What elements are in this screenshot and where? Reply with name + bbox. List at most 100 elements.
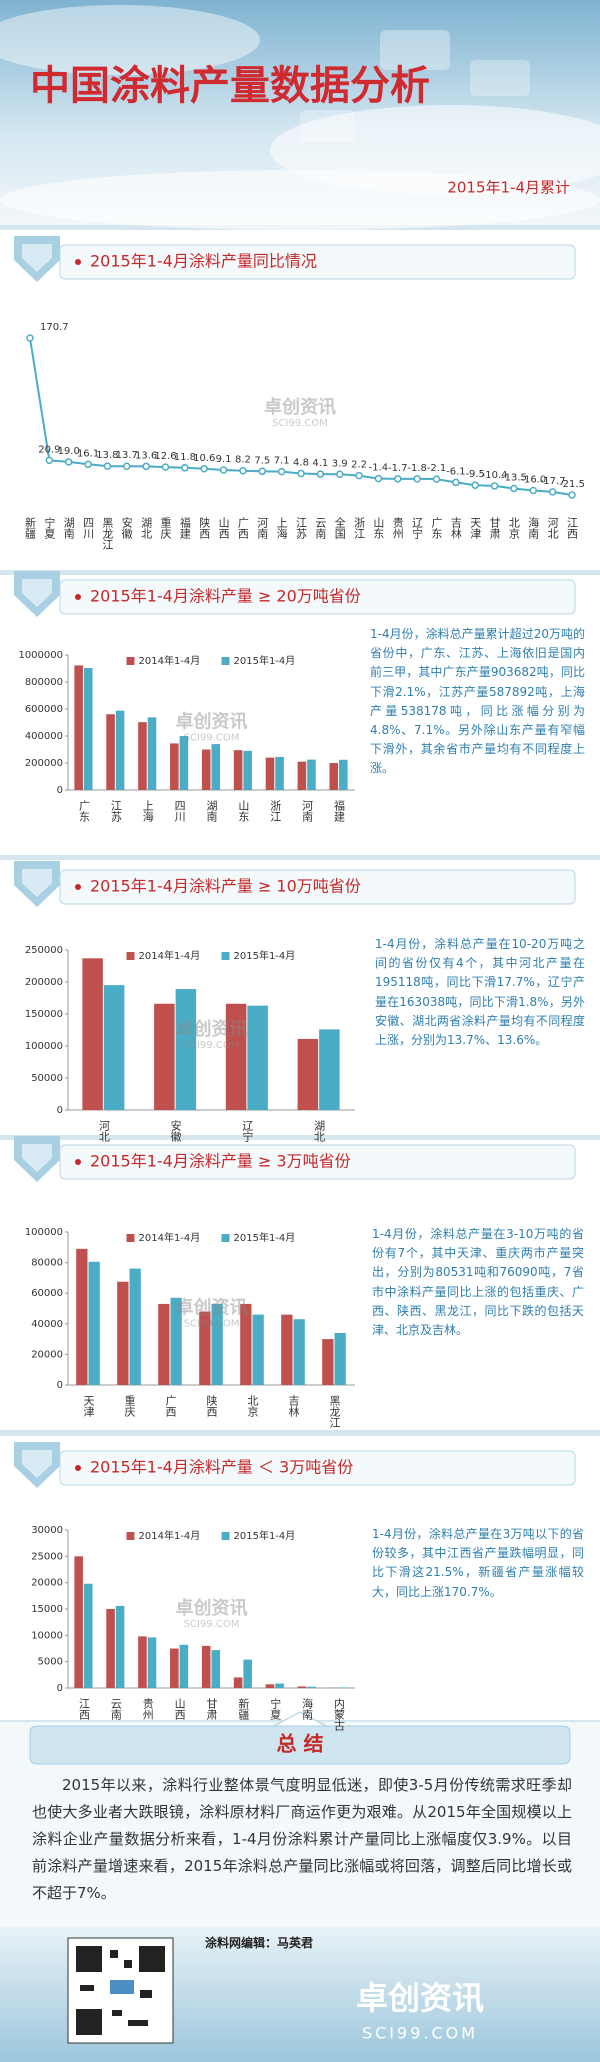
panel: [0, 230, 600, 570]
section-title: 2015年1-4月涂料产量 ≥ 20万吨省份: [90, 587, 361, 606]
x-tick-label: 海南: [301, 1697, 314, 1720]
bar: [281, 1314, 293, 1385]
y-tick-label: 20000: [31, 1349, 63, 1360]
bullet: [75, 1159, 81, 1165]
x-tick-label: 湖北: [140, 517, 153, 539]
bar: [339, 759, 348, 790]
x-tick-label: 内蒙古: [333, 1697, 346, 1731]
point: [316, 470, 325, 478]
y-tick-label: 200000: [25, 977, 63, 988]
legend-label: 2015年1-4月: [234, 654, 296, 667]
data-label: 7.5: [254, 455, 270, 466]
bar: [233, 750, 243, 790]
bullet: [75, 884, 81, 890]
x-tick-label: 上海: [275, 517, 288, 540]
bar: [201, 1645, 211, 1688]
bar: [211, 1650, 221, 1688]
point: [432, 475, 441, 483]
bar: [297, 1686, 307, 1688]
legend-label: 2014年1-4月: [139, 949, 201, 962]
y-tick-label: 20000: [31, 1578, 63, 1589]
point: [239, 466, 247, 475]
y-tick-label: 5000: [38, 1657, 63, 1668]
legend-label: 2015年1-4月: [234, 1529, 296, 1542]
bar: [83, 1583, 93, 1688]
bar: [175, 989, 197, 1110]
bar: [247, 1005, 268, 1110]
y-tick-label: 0: [57, 1683, 63, 1694]
note: 1-4月份，涂料总产量累计超过20万吨的省份中，广东、江苏、上海依旧是国内前三甲…: [370, 627, 585, 776]
bar: [240, 1303, 252, 1385]
point: [45, 456, 54, 465]
x-tick-label: 江西: [566, 517, 579, 539]
x-tick-label: 山西: [173, 1698, 186, 1720]
x-tick-label: 辽宁: [411, 517, 424, 539]
note: 1-4月份，涂料总产量在10-20万吨之间的省份仅有4个，其中河北产量在1951…: [375, 937, 585, 1047]
point: [142, 462, 150, 471]
point: [490, 482, 499, 490]
bar: [319, 1029, 340, 1110]
bar: [243, 1659, 252, 1688]
x-tick-label: 吉林: [287, 1395, 300, 1417]
y-tick-label: 0: [57, 785, 63, 796]
legend-swatch: [221, 657, 230, 665]
legend-swatch: [126, 952, 135, 960]
point: [84, 460, 92, 469]
deco-panel: [300, 110, 355, 142]
qr-dots: [80, 1950, 152, 2026]
point: [510, 484, 518, 493]
x-tick-label: 江苏: [295, 517, 308, 540]
data-label: 7.1: [274, 456, 290, 467]
y-tick-label: 25000: [31, 1551, 63, 1562]
watermark: SCI99.COM: [184, 733, 240, 744]
bar: [307, 1686, 316, 1688]
point: [277, 467, 286, 476]
legend-swatch: [126, 657, 135, 665]
y-tick-label: 600000: [25, 704, 63, 715]
data-label: 3.9: [332, 458, 348, 469]
section-header: [59, 869, 576, 905]
x-tick-label: 宁夏: [43, 516, 56, 539]
x-tick-label: 河南: [256, 517, 269, 539]
data-label: -16.0: [520, 475, 546, 486]
x-tick-label: 河北: [97, 1120, 110, 1142]
point: [123, 462, 131, 470]
watermark: 卓创资讯: [176, 711, 248, 733]
bar: [170, 743, 179, 790]
x-tick-label: 全国: [333, 516, 346, 540]
data-label: 16.1: [77, 448, 99, 459]
bar: [129, 1268, 141, 1385]
bar: [252, 1314, 264, 1385]
y-tick-label: 0: [57, 1105, 63, 1116]
deco-panel: [470, 60, 530, 96]
legend-label: 2015年1-4月: [234, 1231, 296, 1244]
bullet: [75, 1465, 81, 1471]
bar: [307, 759, 316, 790]
section-header: [59, 1450, 576, 1486]
y-tick-label: 800000: [25, 677, 63, 688]
section-title: 2015年1-4月涂料产量 ≥ 10万吨省份: [90, 877, 361, 896]
section-title: 2015年1-4月涂料产量 ＜ 3万吨省份: [90, 1458, 353, 1477]
bar: [329, 763, 339, 790]
x-tick-label: 浙江: [269, 800, 282, 822]
bar: [115, 710, 125, 790]
x-tick-label: 陕西: [198, 516, 211, 539]
legend-label: 2014年1-4月: [139, 654, 201, 667]
watermark: SCI99.COM: [272, 418, 328, 429]
bar: [179, 736, 189, 790]
bar: [170, 1648, 179, 1688]
x-tick-label: 河南: [301, 800, 314, 822]
section-header: [59, 1144, 576, 1180]
note: 1-4月份，涂料总产量在3万吨以下的省份较多，其中江西省产量跌幅明显，同比下滑这…: [372, 1527, 584, 1599]
data-label: 19.0: [58, 446, 80, 457]
point: [64, 458, 73, 466]
data-label: -1.4: [369, 463, 389, 474]
bar: [297, 761, 307, 790]
bar: [322, 1339, 334, 1385]
legend-swatch: [221, 952, 230, 960]
watermark: SCI99.COM: [184, 1619, 240, 1630]
x-tick-label: 山东: [372, 517, 385, 539]
data-label: 8.2: [235, 455, 251, 466]
